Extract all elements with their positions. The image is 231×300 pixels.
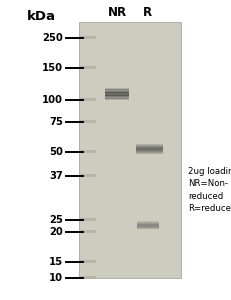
Bar <box>80 98 96 101</box>
Bar <box>104 88 129 89</box>
Bar <box>136 146 162 147</box>
Bar <box>104 95 129 96</box>
Bar <box>104 92 129 93</box>
Bar <box>104 93 129 94</box>
Text: 75: 75 <box>49 117 63 127</box>
Bar <box>80 276 96 279</box>
Bar <box>136 221 158 222</box>
Bar <box>136 153 162 154</box>
Bar <box>136 149 162 150</box>
Bar <box>104 90 129 91</box>
Bar <box>104 96 129 97</box>
Text: 20: 20 <box>49 227 63 237</box>
Bar <box>136 147 162 148</box>
Bar <box>104 98 129 99</box>
Bar <box>80 218 96 221</box>
Bar <box>136 223 158 224</box>
Bar <box>104 95 129 96</box>
Text: 2ug loading
NR=Non-
reduced
R=reduced: 2ug loading NR=Non- reduced R=reduced <box>187 167 231 213</box>
Bar <box>136 226 158 227</box>
Bar <box>136 227 158 228</box>
Text: R: R <box>142 6 151 19</box>
Bar <box>136 152 162 153</box>
Bar <box>136 144 162 145</box>
Bar <box>136 227 158 228</box>
Bar <box>136 148 162 149</box>
Bar <box>80 36 96 39</box>
Bar <box>80 174 96 177</box>
Bar <box>104 94 129 95</box>
Bar <box>136 228 158 229</box>
Bar <box>136 150 162 151</box>
Text: 25: 25 <box>49 215 63 225</box>
Bar <box>136 149 162 150</box>
Bar <box>136 222 158 223</box>
Bar <box>136 145 162 146</box>
Bar <box>80 230 96 233</box>
Bar <box>104 97 129 98</box>
Text: 100: 100 <box>42 95 63 105</box>
Bar <box>79 22 180 278</box>
Bar <box>136 146 162 147</box>
Bar <box>80 150 96 153</box>
Bar <box>104 98 129 99</box>
Text: 15: 15 <box>49 257 63 267</box>
Bar <box>136 152 162 153</box>
Bar <box>136 151 162 152</box>
Bar <box>136 143 162 144</box>
Text: 10: 10 <box>49 273 63 283</box>
Bar <box>136 151 162 152</box>
Bar <box>136 221 158 222</box>
Bar <box>104 99 129 100</box>
Text: 50: 50 <box>49 147 63 157</box>
Bar <box>136 226 158 227</box>
Text: kDa: kDa <box>27 10 56 23</box>
Bar <box>136 223 158 224</box>
Bar <box>136 229 158 230</box>
Bar <box>136 145 162 146</box>
Text: 150: 150 <box>42 63 63 73</box>
Bar <box>104 89 129 90</box>
Text: NR: NR <box>107 6 126 19</box>
Bar <box>80 66 96 69</box>
Bar <box>104 89 129 90</box>
Bar <box>104 92 129 93</box>
Bar <box>136 225 158 226</box>
Bar <box>80 120 96 123</box>
Bar <box>104 91 129 92</box>
Bar <box>136 224 158 225</box>
Text: 250: 250 <box>42 33 63 43</box>
Bar <box>104 97 129 98</box>
Bar <box>104 91 129 92</box>
Bar <box>136 224 158 225</box>
Bar <box>80 260 96 263</box>
Bar <box>136 148 162 149</box>
Text: 37: 37 <box>49 171 63 181</box>
